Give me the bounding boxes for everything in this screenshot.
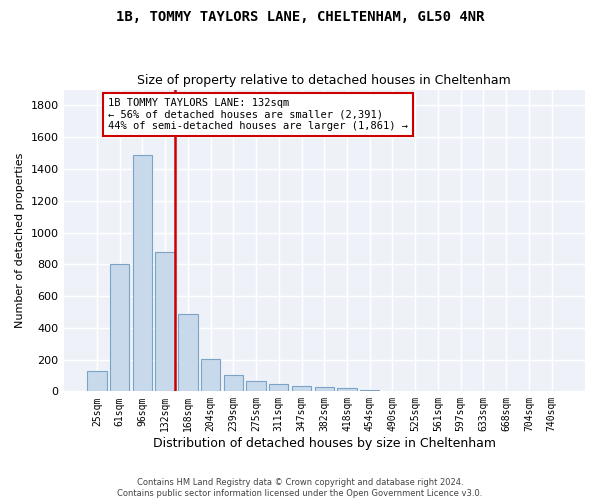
Text: Contains HM Land Registry data © Crown copyright and database right 2024.
Contai: Contains HM Land Registry data © Crown c… [118,478,482,498]
Bar [383,390,402,392]
Bar [314,387,334,392]
Text: 1B, TOMMY TAYLORS LANE, CHELTENHAM, GL50 4NR: 1B, TOMMY TAYLORS LANE, CHELTENHAM, GL50… [116,10,484,24]
Bar [269,384,289,392]
Bar [133,154,152,392]
Bar [247,381,266,392]
Y-axis label: Number of detached properties: Number of detached properties [15,153,25,328]
Bar [155,252,175,392]
Bar [110,264,130,392]
Title: Size of property relative to detached houses in Cheltenham: Size of property relative to detached ho… [137,74,511,87]
Bar [292,386,311,392]
Bar [87,372,107,392]
Bar [360,390,379,392]
Bar [201,359,220,392]
Bar [337,388,356,392]
X-axis label: Distribution of detached houses by size in Cheltenham: Distribution of detached houses by size … [153,437,496,450]
Bar [178,314,197,392]
Bar [224,374,243,392]
Text: 1B TOMMY TAYLORS LANE: 132sqm
← 56% of detached houses are smaller (2,391)
44% o: 1B TOMMY TAYLORS LANE: 132sqm ← 56% of d… [108,98,408,132]
